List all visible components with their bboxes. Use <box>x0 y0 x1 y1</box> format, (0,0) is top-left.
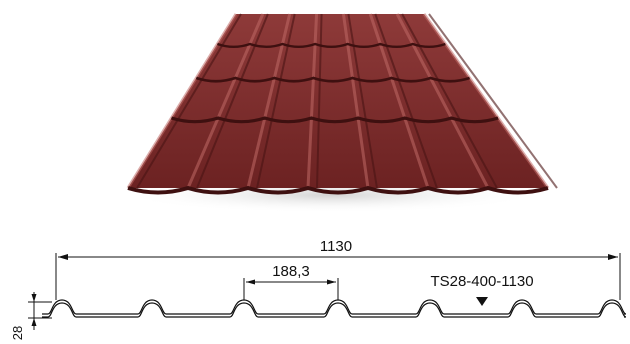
sheet-rib-shadow <box>256 13 296 189</box>
pitch-arrow-right <box>327 279 336 285</box>
profile-inner-line <box>42 302 627 318</box>
sheet-rib-shadow <box>374 13 438 189</box>
wave-pitch-label: 188,3 <box>272 263 310 280</box>
sheet-rib <box>422 13 550 189</box>
overall-width-arrow-left <box>58 254 68 260</box>
sheet-rib-shadow <box>136 13 242 189</box>
model-label: TS28-400-1130 <box>430 273 533 290</box>
height-arrow-top <box>31 294 37 302</box>
profile-outer-line <box>42 299 627 315</box>
sheet-steps <box>127 42 549 195</box>
sheet-rib-shadow <box>196 13 269 189</box>
roof-sheet-illustration <box>120 13 558 213</box>
sheet-step <box>216 42 446 49</box>
height-arrow-bottom <box>31 318 37 326</box>
model-marker-triangle <box>476 297 488 306</box>
sheet-rib-shadow <box>428 13 558 189</box>
height-label: 28 <box>10 326 25 340</box>
sheet-rib-shadow <box>401 13 498 189</box>
sheet-rib-shadow <box>347 13 378 189</box>
sheet-rib-shadow <box>316 13 323 189</box>
sheet-step <box>127 185 549 195</box>
overall-width-arrow-right <box>608 254 618 260</box>
sheet-step <box>170 116 499 124</box>
pitch-arrow-left <box>246 279 255 285</box>
sheet-step <box>195 76 471 83</box>
overall-width-label: 1130 <box>320 238 352 255</box>
profile-drawing <box>28 253 627 330</box>
sheet-body <box>128 14 548 188</box>
